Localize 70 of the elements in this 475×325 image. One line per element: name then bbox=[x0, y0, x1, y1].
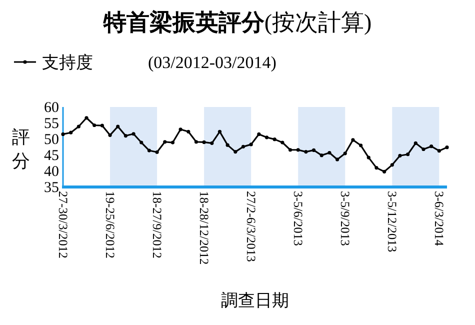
point bbox=[92, 123, 96, 128]
point bbox=[155, 150, 159, 154]
point bbox=[320, 154, 324, 158]
y-tick-label: 55 bbox=[44, 116, 59, 132]
point bbox=[272, 138, 276, 142]
point bbox=[296, 148, 300, 152]
point bbox=[218, 130, 222, 134]
y-tick-label: 40 bbox=[44, 164, 59, 180]
point bbox=[288, 148, 292, 152]
y-tick-label: 60 bbox=[44, 100, 59, 116]
point bbox=[147, 148, 152, 152]
point bbox=[76, 124, 80, 128]
x-tick-label: 3-5/6/2013 bbox=[291, 191, 306, 246]
point bbox=[100, 124, 104, 128]
x-tick-label: 27/2-6/3/2013 bbox=[244, 191, 258, 262]
point bbox=[304, 150, 308, 154]
point bbox=[382, 170, 386, 174]
y-axis-title: 評分 bbox=[12, 127, 30, 171]
point bbox=[351, 138, 355, 142]
x-tick-label: 3-5/9/2013 bbox=[338, 191, 352, 246]
x-tick-label: 18-28/12/2012 bbox=[197, 191, 212, 265]
x-tick-label: 18-27/9/2012 bbox=[150, 191, 164, 258]
point bbox=[234, 150, 238, 154]
x-tick-label: 27-30/3/2012 bbox=[56, 191, 70, 258]
legend-label: 支持度 bbox=[42, 53, 93, 72]
point bbox=[249, 142, 253, 146]
x-tick-label: 3-6/3/2014 bbox=[432, 191, 446, 247]
point bbox=[84, 116, 88, 120]
y-tick-label: 50 bbox=[44, 132, 59, 148]
point bbox=[202, 140, 206, 144]
point bbox=[178, 128, 182, 132]
point bbox=[422, 147, 426, 152]
point bbox=[430, 144, 434, 148]
point bbox=[116, 124, 120, 128]
point bbox=[406, 152, 410, 156]
point bbox=[374, 166, 378, 170]
point bbox=[264, 136, 269, 140]
x-tick-label: 19-25/6/2012 bbox=[103, 191, 118, 258]
point bbox=[226, 143, 230, 147]
point bbox=[390, 163, 394, 167]
point bbox=[343, 152, 347, 156]
point bbox=[445, 146, 449, 150]
y-tick-label: 45 bbox=[44, 148, 59, 164]
point bbox=[194, 140, 198, 144]
point bbox=[312, 148, 316, 152]
point bbox=[210, 141, 214, 145]
point bbox=[437, 149, 441, 153]
point bbox=[108, 133, 112, 137]
point bbox=[241, 144, 246, 148]
point bbox=[257, 132, 261, 136]
point bbox=[163, 140, 167, 144]
point bbox=[61, 132, 65, 136]
point bbox=[358, 144, 363, 148]
chart-title: 特首梁振英評分(按次計算) bbox=[102, 9, 372, 35]
point bbox=[398, 154, 402, 158]
point bbox=[366, 156, 370, 160]
point bbox=[124, 134, 128, 138]
point bbox=[170, 140, 175, 144]
y-tick-label: 35 bbox=[44, 180, 59, 196]
point bbox=[186, 130, 190, 134]
point bbox=[328, 150, 332, 155]
point bbox=[132, 132, 136, 136]
point bbox=[335, 158, 340, 162]
point bbox=[69, 130, 73, 134]
x-tick-label: 3-5/12/2013 bbox=[385, 191, 400, 252]
point bbox=[140, 140, 144, 144]
point bbox=[280, 140, 284, 144]
x-axis-title: 調查日期 bbox=[221, 291, 289, 310]
chart-subtitle: (03/2012-03/2014) bbox=[148, 53, 276, 72]
point bbox=[414, 141, 418, 145]
